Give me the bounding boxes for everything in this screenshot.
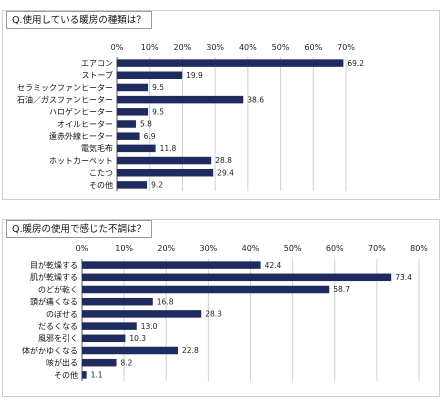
- tick-label: 20%: [157, 244, 175, 253]
- data-label: 73.4: [395, 273, 412, 282]
- data-label: 29.4: [217, 168, 234, 177]
- bar: [82, 273, 392, 282]
- tick-label: 0%: [76, 244, 89, 253]
- category-label: 咳が出る: [46, 358, 78, 368]
- data-label: 11.8: [160, 144, 177, 153]
- data-label: 9.2: [151, 181, 163, 190]
- data-label: 1.1: [91, 371, 103, 380]
- data-label: 16.8: [157, 297, 174, 306]
- tick-label: 80%: [410, 244, 428, 253]
- bar: [117, 95, 244, 104]
- category-label: のどが乾く: [38, 284, 78, 294]
- data-label: 9.5: [152, 108, 164, 117]
- data-label: 9.5: [152, 83, 164, 92]
- category-label: 風邪を引く: [38, 334, 78, 343]
- tick-label: 60%: [304, 43, 322, 52]
- category-label: 目が乾燥する: [30, 260, 78, 270]
- data-label: 28.3: [205, 310, 222, 319]
- tick-label: 50%: [284, 244, 302, 253]
- tick-label: 10%: [141, 43, 159, 52]
- category-label: 遠赤外線ヒーター: [49, 131, 113, 141]
- heating-types-chart: 0% 10% 20% 30% 40% 50% 60% 70% エアコン 69.2 ストーブ 19.9 セ…: [17, 43, 364, 191]
- bar: [117, 144, 156, 153]
- bar: [117, 108, 149, 116]
- bar: [117, 132, 140, 140]
- bar: [82, 261, 261, 269]
- data-label: 58.7: [333, 285, 350, 294]
- bar: [82, 334, 126, 343]
- data-label: 13.0: [141, 322, 158, 331]
- bar: [82, 346, 179, 355]
- tick-label: 10%: [115, 244, 133, 253]
- data-label: 42.4: [265, 261, 282, 270]
- category-label: こたつ: [89, 169, 113, 178]
- category-label: 石油／ガスファンヒーター: [17, 95, 113, 105]
- category-label: その他: [89, 180, 113, 190]
- category-label: のぼせる: [46, 310, 78, 319]
- bar: [117, 120, 136, 128]
- category-label: 頭が痛くなる: [30, 297, 78, 307]
- category-label: ストーブ: [81, 70, 113, 80]
- heating-types-panel: [2, 10, 440, 200]
- data-label: 8.2: [121, 358, 133, 367]
- data-label: 69.2: [347, 59, 364, 68]
- bar: [117, 181, 148, 189]
- data-label: 22.8: [182, 346, 199, 355]
- bar: [117, 71, 183, 80]
- bar: [117, 156, 212, 165]
- bar: [117, 59, 344, 67]
- tick-label: 40%: [239, 43, 257, 52]
- data-label: 28.8: [215, 156, 232, 165]
- tick-label: 30%: [199, 244, 217, 253]
- discomfort-question: Q.暖房の使用で感じた不調は？: [6, 220, 152, 238]
- tick-label: 0%: [111, 43, 124, 52]
- data-label: 38.6: [247, 95, 264, 104]
- tick-label: 50%: [272, 43, 290, 52]
- bar: [82, 285, 330, 294]
- bar: [82, 310, 202, 318]
- category-label: 電気毛布: [81, 143, 113, 153]
- tick-label: 40%: [242, 244, 260, 253]
- category-label: 肌が乾燥する: [30, 272, 78, 282]
- category-label: ホットカーペット: [49, 156, 113, 165]
- bar: [117, 168, 214, 177]
- tick-label: 20%: [174, 43, 192, 52]
- data-label: 5.8: [140, 120, 152, 129]
- category-label: エアコン: [81, 59, 113, 68]
- category-label: だるくなる: [38, 322, 78, 331]
- category-label: オイルヒーター: [57, 120, 113, 129]
- category-label: 体がかゆくなる: [22, 345, 78, 355]
- tick-label: 30%: [206, 43, 224, 52]
- discomfort-panel: [2, 219, 440, 397]
- category-label: セラミックファンヒーター: [17, 83, 113, 92]
- category-label: その他: [54, 370, 78, 380]
- tick-label: 70%: [368, 244, 386, 253]
- bar: [82, 297, 153, 306]
- data-label: 19.9: [186, 71, 203, 80]
- tick-label: 70%: [337, 43, 355, 52]
- tick-label: 60%: [326, 244, 344, 253]
- category-label: ハロゲンヒーター: [49, 107, 113, 117]
- data-label: 10.3: [129, 334, 146, 343]
- bar: [117, 83, 149, 92]
- heating-types-question: Q.使用している暖房の種類は？: [6, 11, 152, 29]
- bar: [82, 358, 117, 367]
- data-label: 6.9: [144, 132, 156, 141]
- bar: [82, 322, 137, 330]
- bar: [82, 371, 87, 379]
